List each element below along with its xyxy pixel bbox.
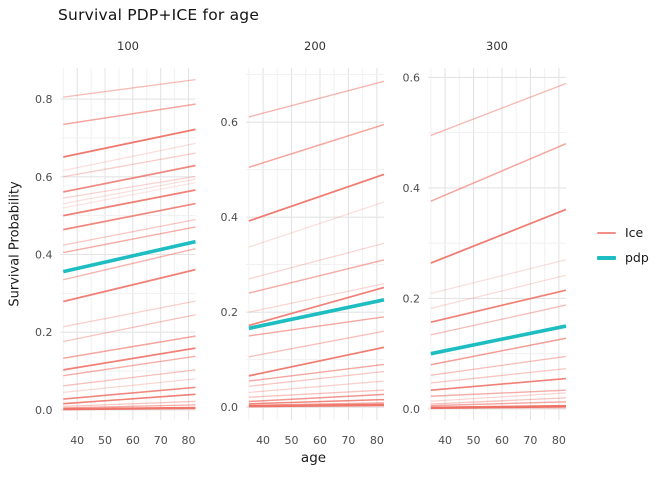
svg-text:0.6: 0.6 xyxy=(35,171,53,184)
legend-label-ice: Ice xyxy=(625,225,644,240)
ice-lines xyxy=(430,82,567,410)
facet-panel-300: 300 0.0 0.2 0.4 0.6 40 50 60 70 80 xyxy=(403,39,567,447)
panel-grid xyxy=(246,68,384,420)
svg-text:0.2: 0.2 xyxy=(221,306,239,319)
legend-item-ice: Ice xyxy=(597,226,649,240)
ice-line-swatch xyxy=(597,226,616,240)
legend: Ice pdp xyxy=(597,226,649,265)
legend-label-pdp: pdp xyxy=(625,250,649,265)
svg-text:40: 40 xyxy=(70,434,84,447)
x-tick-labels: 40 50 60 70 80 xyxy=(438,434,566,447)
svg-text:0.4: 0.4 xyxy=(35,248,53,261)
svg-text:70: 70 xyxy=(523,434,537,447)
ice-lines xyxy=(248,80,385,408)
svg-text:0.0: 0.0 xyxy=(35,404,53,417)
plot-title: Survival PDP+ICE for age xyxy=(58,6,260,24)
svg-text:0.8: 0.8 xyxy=(35,93,53,106)
svg-text:70: 70 xyxy=(154,434,168,447)
facet-panel-200: 200 0.0 0.2 0.4 0.6 40 50 60 70 80 xyxy=(221,39,385,447)
svg-text:80: 80 xyxy=(552,434,566,447)
pdp-line-swatch xyxy=(597,251,616,265)
svg-text:50: 50 xyxy=(98,434,112,447)
legend-item-pdp: pdp xyxy=(597,251,649,265)
pdp-line xyxy=(62,239,196,274)
facet-strip-label: 100 xyxy=(117,39,139,53)
y-tick-labels: 0.0 0.2 0.4 0.6 xyxy=(403,71,421,416)
ice-lines xyxy=(63,79,196,411)
svg-text:0.4: 0.4 xyxy=(221,211,239,224)
svg-text:0.2: 0.2 xyxy=(403,292,421,305)
svg-text:80: 80 xyxy=(182,434,196,447)
svg-text:70: 70 xyxy=(341,434,355,447)
svg-text:80: 80 xyxy=(370,434,384,447)
x-axis-title: age xyxy=(300,450,327,466)
y-tick-labels: 0.0 0.2 0.4 0.6 xyxy=(221,116,239,414)
svg-text:0.6: 0.6 xyxy=(403,71,421,84)
svg-text:0.6: 0.6 xyxy=(221,116,239,129)
panel-grid xyxy=(428,68,566,420)
x-tick-labels: 40 50 60 70 80 xyxy=(256,434,384,447)
y-tick-labels: 0.0 0.2 0.4 0.6 0.8 xyxy=(35,93,53,417)
facet-strip-label: 200 xyxy=(304,39,326,53)
pdp-line xyxy=(430,324,567,356)
svg-text:40: 40 xyxy=(256,434,270,447)
svg-text:0.2: 0.2 xyxy=(35,326,53,339)
svg-text:50: 50 xyxy=(285,434,299,447)
svg-text:40: 40 xyxy=(438,434,452,447)
pdp-line xyxy=(248,298,385,331)
svg-text:60: 60 xyxy=(126,434,140,447)
svg-text:0.0: 0.0 xyxy=(221,401,239,414)
svg-text:50: 50 xyxy=(467,434,481,447)
x-tick-labels: 40 50 60 70 80 xyxy=(70,434,195,447)
svg-text:0.4: 0.4 xyxy=(403,182,421,195)
facet-panel-100: 100 0.0 0.2 0.4 0.6 0.8 40 50 60 70 80 xyxy=(35,39,196,447)
svg-text:60: 60 xyxy=(313,434,327,447)
facet-strip-label: 300 xyxy=(486,39,508,53)
svg-text:0.0: 0.0 xyxy=(403,403,421,416)
svg-text:60: 60 xyxy=(495,434,509,447)
